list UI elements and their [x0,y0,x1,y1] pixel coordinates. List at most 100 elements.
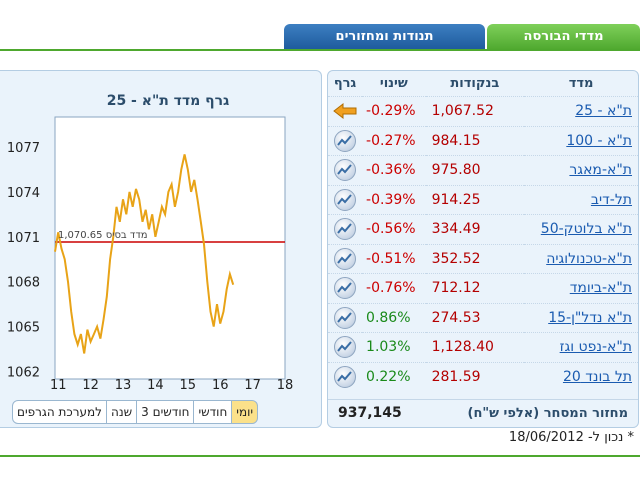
x-tick-label: 17 [244,378,261,391]
index-points: 334.49 [425,214,525,244]
index-points: 1,128.40 [425,332,525,362]
range-monthly-button[interactable]: חודשי [194,400,233,424]
table-row: ת"א-ביומד 712.12 -0.76% [328,273,638,303]
table-row: ת"א-טכנולוגיה 352.52 -0.51% [328,243,638,274]
range-3months-button[interactable]: 3 חודשים [137,400,195,424]
index-link[interactable]: ת"א-מאגר [569,162,632,179]
x-tick-label: 15 [180,378,197,391]
range-daily-button[interactable]: יומי [232,400,259,424]
tab-movers[interactable]: תנודות ומחזורים [284,24,485,50]
table-row: ת"א-מאגר 975.80 -0.36% [328,155,638,185]
volume-label: מחזור המסחר (אלפי ש"ח) [467,406,629,421]
arrow-left-icon[interactable] [332,102,358,120]
chart-icon[interactable] [334,159,357,182]
index-link[interactable]: תל בונד 20 [562,368,632,385]
x-tick-label: 13 [115,378,132,391]
index-name-cell: ת"א-נפט וגז [524,332,638,362]
index-name-cell: ת"א-טכנולוגיה [524,243,638,274]
tab-indices[interactable]: מדדי הבורסה [487,24,640,50]
graph-cell [328,214,363,244]
y-tick-label: 1077 [7,141,40,156]
range-selector: למערכת הגרפים שנה 3 חודשים חודשי יומי [12,400,259,424]
index-link[interactable]: ת"א נדל"ן-15 [548,309,632,326]
table-row: ת"א בלוטק-50 334.49 -0.56% [328,214,638,244]
index-name-cell: ת"א נדל"ן-15 [524,302,638,333]
graph-cell [328,155,363,185]
indices-panel: מדד בנקודות שינוי גרף ת"א - 25 1,067.52 -0… [327,70,639,428]
index-link[interactable]: תל-דיב [590,191,632,208]
top-tabs: תנודות ומחזורים מדדי הבורסה [284,24,640,50]
index-link[interactable]: ת"א - 100 [566,132,632,149]
index-name-cell: תל-דיב [524,184,638,215]
base-value-label: 1,070.65 מדד בסיס [58,230,148,241]
table-header-row: מדד בנקודות שינוי גרף [328,71,638,97]
index-change: 0.86% [362,302,426,333]
graph-cell [328,184,363,215]
chart-icon[interactable] [334,218,357,241]
header-points: בנקודות [450,76,500,91]
chart-icon[interactable] [334,188,357,211]
index-points: 712.12 [425,273,525,303]
index-points: 281.59 [425,361,525,391]
x-tick-label: 18 [277,378,294,391]
chart-icon[interactable] [334,277,357,300]
index-change: -0.29% [362,96,426,126]
index-change: -0.36% [362,155,426,185]
index-chart: גרף מדד ת"א - 25 1,070.65 מדד בסיס 1077 1… [7,93,294,391]
chart-icon[interactable] [334,129,357,152]
chart-icon[interactable] [334,336,357,359]
index-name-cell: ת"א-מאגר [524,155,638,185]
index-link[interactable]: ת"א-טכנולוגיה [546,250,632,267]
index-link[interactable]: ת"א - 25 [575,103,632,120]
index-change: -0.76% [362,273,426,303]
index-change: -0.51% [362,243,426,274]
index-name-cell: ת"א בלוטק-50 [524,214,638,244]
x-tick-label: 16 [212,378,229,391]
y-tick-label: 1062 [7,366,40,381]
range-year-button[interactable]: שנה [107,400,138,424]
index-points: 984.15 [425,125,525,156]
index-name-cell: ת"א - 25 [524,96,638,126]
chart-icon[interactable] [334,365,357,388]
index-change: 1.03% [362,332,426,362]
index-change: -0.27% [362,125,426,156]
y-tick-label: 1074 [7,186,40,201]
index-change: 0.22% [362,361,426,391]
graph-cell [328,273,363,303]
indices-table: מדד בנקודות שינוי גרף ת"א - 25 1,067.52 -0… [328,71,638,391]
graph-cell [328,243,363,274]
chart-icon[interactable] [334,306,357,329]
volume-row: מחזור המסחר (אלפי ש"ח) 937,145 [328,399,638,428]
index-link[interactable]: ת"א-נפט וגז [559,339,632,356]
index-points: 975.80 [425,155,525,185]
header-index: מדד [568,76,594,91]
x-tick-label: 14 [147,378,164,391]
updated-footnote: * נכון ל- 18/06/2012 [508,430,634,445]
graph-cell [328,361,363,391]
chart-title: גרף מדד ת"א - 25 [107,93,230,109]
table-row: ת"א-נפט וגז 1,128.40 1.03% [328,332,638,362]
x-tick-label: 11 [50,378,67,391]
index-link[interactable]: ת"א בלוטק-50 [540,221,632,238]
bottom-divider [0,455,640,457]
index-link[interactable]: ת"א-ביומד [569,280,632,297]
graph-cell [328,125,363,156]
tabs-divider [0,49,640,51]
volume-value: 937,145 [338,405,402,421]
series-line [54,154,235,354]
table-row: תל-דיב 914.25 -0.39% [328,184,638,215]
index-change: -0.39% [362,184,426,215]
range-all-charts-button[interactable]: למערכת הגרפים [12,400,108,424]
chart-icon[interactable] [334,247,357,270]
y-tick-label: 1065 [7,321,40,336]
index-change: -0.56% [362,214,426,244]
table-row: ת"א נדל"ן-15 274.53 0.86% [328,302,638,333]
header-change: שינוי [379,76,408,91]
y-tick-label: 1071 [7,231,40,246]
index-points: 914.25 [425,184,525,215]
index-points: 274.53 [425,302,525,333]
chart-panel: גרף מדד ת"א - 25 1,070.65 מדד בסיס 1077 1… [0,70,322,428]
table-row: תל בונד 20 281.59 0.22% [328,361,638,391]
index-name-cell: ת"א - 100 [524,125,638,156]
table-row: ת"א - 100 984.15 -0.27% [328,125,638,156]
